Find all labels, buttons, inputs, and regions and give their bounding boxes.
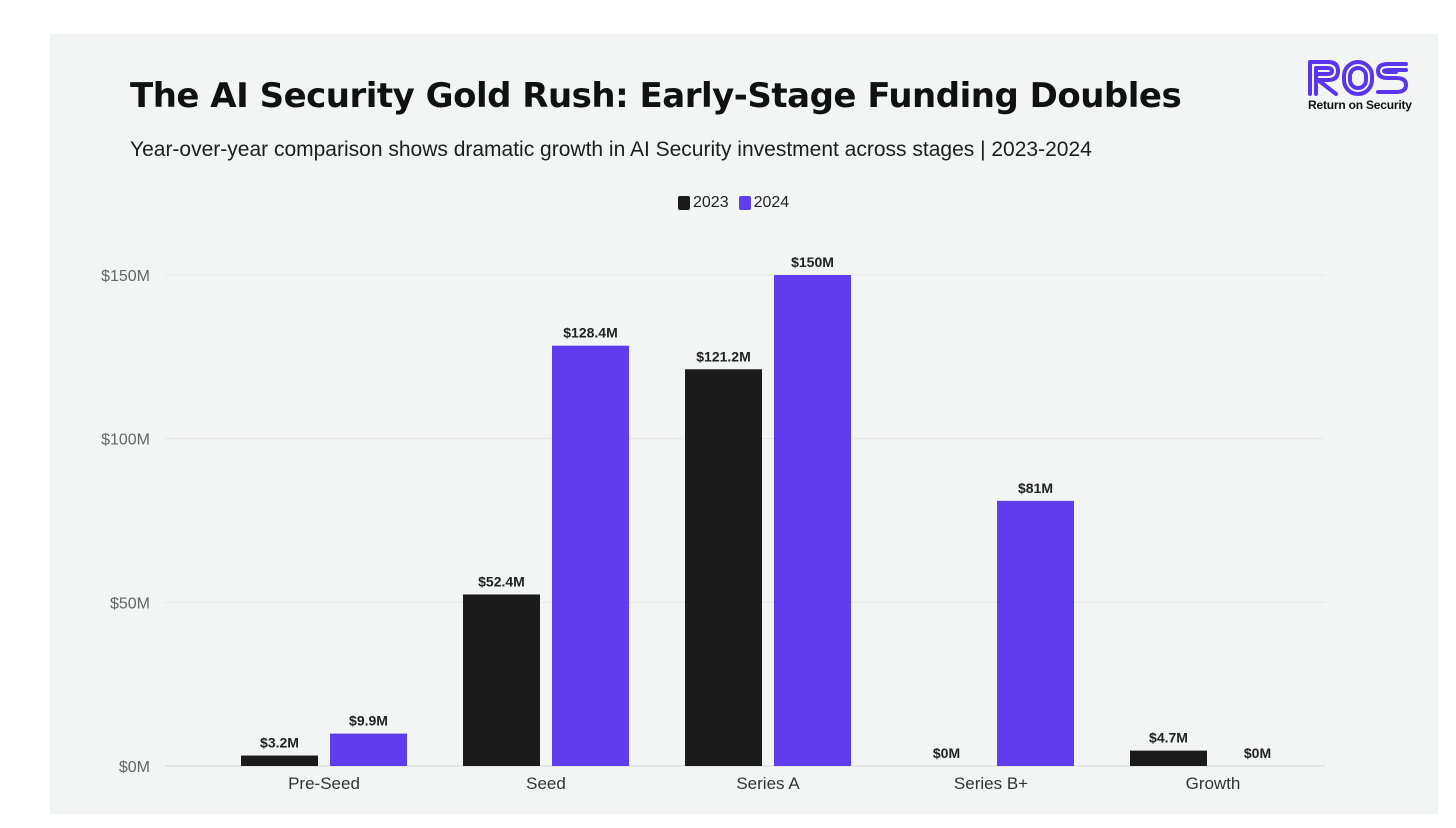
legend: 2023 2024 bbox=[678, 194, 789, 212]
chart-title: The AI Security Gold Rush: Early-Stage F… bbox=[130, 76, 1182, 116]
bar-2023-series-a bbox=[685, 369, 762, 766]
bar-chart: $0M $50M $100M $150M $3.2M $9.9M Pre-Seed $52.4… bbox=[101, 254, 1325, 793]
x-tick-label: Seed bbox=[526, 774, 566, 793]
bar-value-label: $0M bbox=[1244, 745, 1271, 761]
y-tick-label: $0M bbox=[119, 759, 150, 776]
bar-2024-series-a bbox=[774, 275, 851, 766]
bar-value-label: $3.2M bbox=[260, 735, 299, 751]
bar-value-label: $4.7M bbox=[1149, 730, 1188, 746]
ros-logo: Return on Security bbox=[1306, 56, 1416, 116]
legend-label-2024: 2024 bbox=[753, 194, 790, 211]
legend-label-2023: 2023 bbox=[693, 194, 729, 211]
bar-value-label: $150M bbox=[791, 254, 834, 270]
x-tick-label: Pre-Seed bbox=[288, 774, 360, 793]
y-tick-label: $100M bbox=[101, 432, 150, 449]
y-tick-label: $50M bbox=[110, 595, 150, 612]
bar-2024-seed bbox=[552, 345, 629, 766]
legend-swatch-2023 bbox=[678, 196, 690, 210]
chart-card: The AI Security Gold Rush: Early-Stage F… bbox=[50, 34, 1438, 814]
legend-item-2023[interactable]: 2023 bbox=[678, 194, 729, 212]
bar-value-label: $121.2M bbox=[696, 348, 750, 364]
chart-subtitle: Year-over-year comparison shows dramatic… bbox=[130, 138, 1092, 161]
bar-value-label: $9.9M bbox=[349, 713, 388, 729]
x-tick-label: Series A bbox=[736, 774, 800, 793]
x-tick-label: Growth bbox=[1186, 774, 1241, 793]
y-tick-label: $150M bbox=[101, 268, 150, 285]
bar-value-label: $81M bbox=[1018, 480, 1053, 496]
bar-value-label: $0M bbox=[933, 745, 960, 761]
bar-2023-growth bbox=[1130, 750, 1207, 766]
ros-logo-mark-icon bbox=[1308, 60, 1408, 96]
bar-2023-pre-seed bbox=[241, 755, 318, 766]
bar-value-label: $52.4M bbox=[478, 573, 525, 589]
logo-text: Return on Security bbox=[1308, 98, 1412, 112]
bar-value-label: $128.4M bbox=[563, 325, 617, 341]
bar-2024-pre-seed bbox=[330, 733, 407, 766]
legend-swatch-2024 bbox=[738, 196, 751, 210]
bar-2023-seed bbox=[463, 594, 540, 766]
x-tick-label: Series B+ bbox=[954, 774, 1028, 793]
legend-item-2024[interactable]: 2024 bbox=[738, 194, 790, 212]
bar-2024-series-b- bbox=[997, 500, 1074, 766]
